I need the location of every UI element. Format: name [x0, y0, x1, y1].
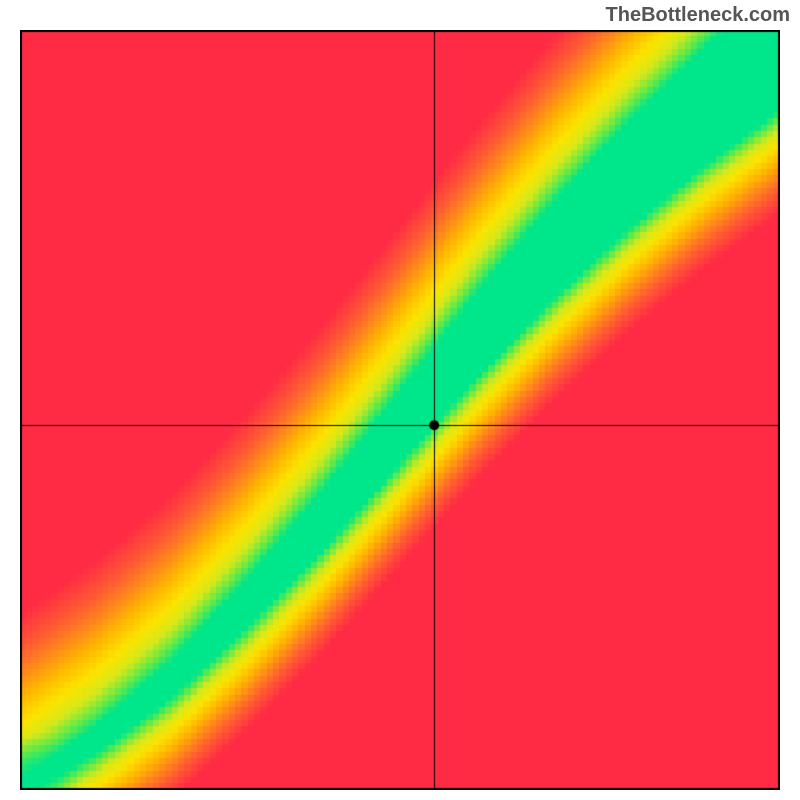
chart-container: TheBottleneck.com: [0, 0, 800, 800]
heatmap-canvas: [20, 30, 780, 790]
watermark-text: TheBottleneck.com: [606, 4, 790, 27]
